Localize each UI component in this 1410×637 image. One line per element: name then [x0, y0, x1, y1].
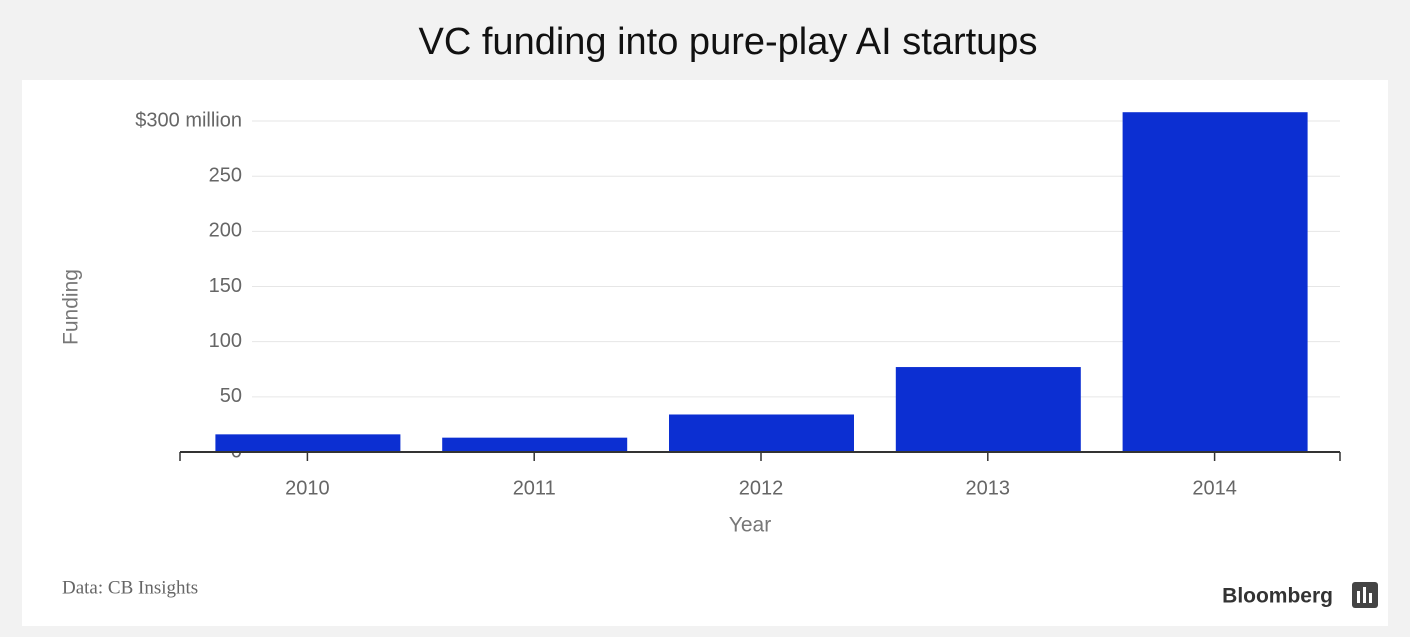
y-tick-label: 200	[209, 220, 242, 242]
bar	[1122, 112, 1308, 452]
source-note: Data: CB Insights	[62, 577, 198, 598]
y-axis-label: Funding	[60, 269, 83, 345]
y-tick-label: 50	[220, 385, 242, 407]
bar	[442, 437, 628, 452]
x-axis-label: Year	[729, 514, 771, 537]
x-tick-label: 2010	[285, 477, 330, 499]
brand: Bloomberg	[1222, 585, 1333, 608]
x-tick-label: 2013	[966, 477, 1011, 499]
y-tick-label: 100	[209, 330, 242, 352]
y-tick-label: 150	[209, 275, 242, 297]
x-tick-label: 2014	[1192, 477, 1237, 499]
x-tick-label: 2011	[513, 477, 556, 499]
y-tick-label: $300 million	[135, 109, 242, 131]
brand-icon	[1352, 582, 1378, 608]
y-tick-label: 250	[209, 164, 242, 186]
bar	[669, 414, 854, 452]
x-tick-label: 2012	[739, 477, 784, 499]
bar	[215, 434, 401, 452]
chart-title: VC funding into pure-play AI startups	[419, 21, 1038, 63]
bar	[895, 367, 1081, 452]
